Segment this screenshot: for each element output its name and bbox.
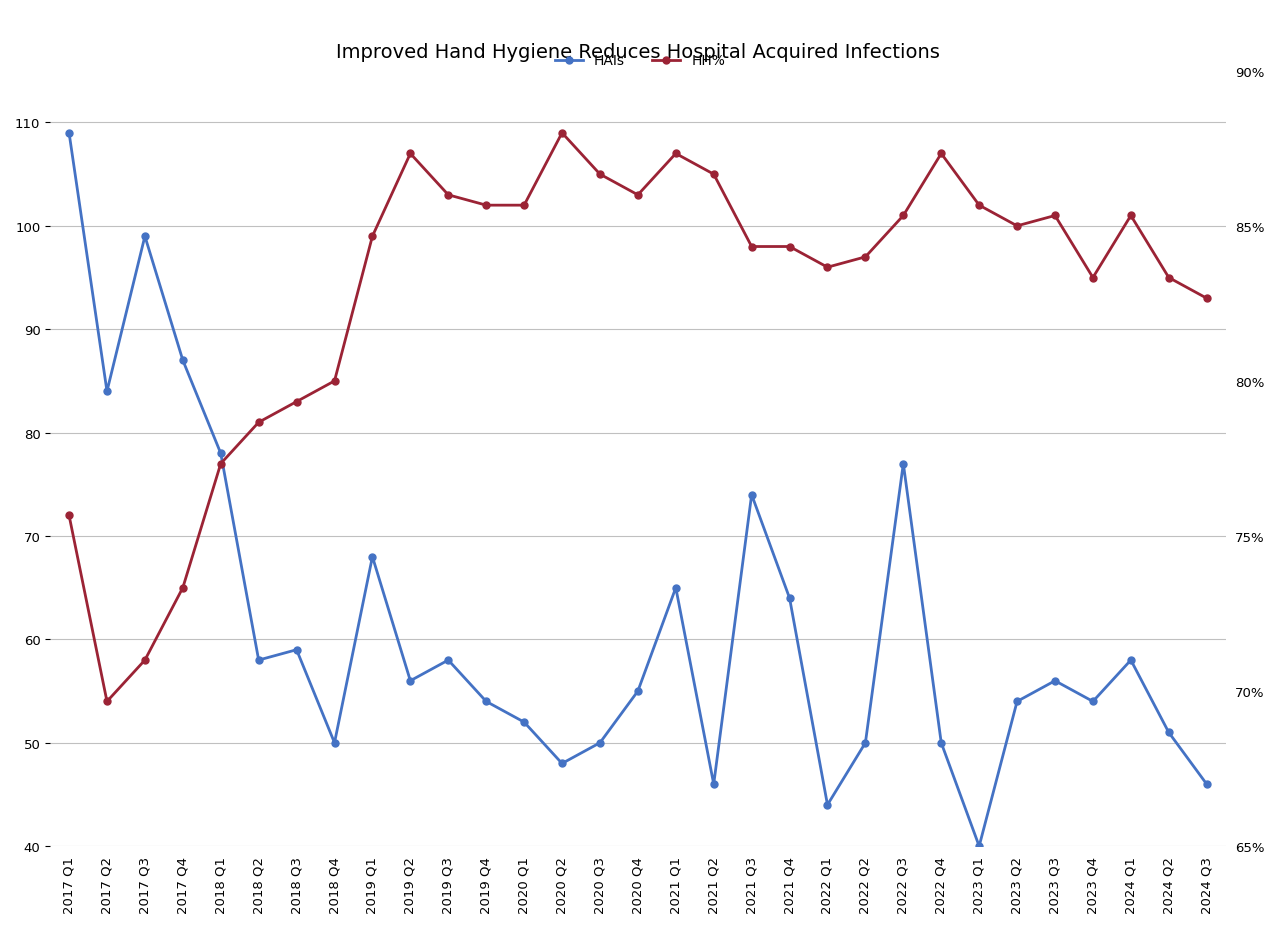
HAIs xyxy=(479,696,494,707)
HAIs xyxy=(1010,696,1025,707)
HAIs xyxy=(137,231,152,242)
HH% xyxy=(1199,293,1215,304)
HH% xyxy=(440,190,456,201)
HH% xyxy=(782,241,797,252)
HH% xyxy=(289,396,305,407)
HH% xyxy=(137,655,152,666)
Title: Improved Hand Hygiene Reduces Hospital Acquired Infections: Improved Hand Hygiene Reduces Hospital A… xyxy=(335,43,940,62)
HH% xyxy=(858,252,873,264)
HH% xyxy=(744,241,759,252)
HH% xyxy=(516,200,531,212)
HAIs xyxy=(365,551,380,562)
HH% xyxy=(630,190,645,201)
HH% xyxy=(212,458,228,470)
HH% xyxy=(668,148,684,160)
HH% xyxy=(1047,211,1062,222)
Line: HAIs: HAIs xyxy=(65,130,1210,850)
HAIs xyxy=(972,841,987,852)
HAIs xyxy=(1199,779,1215,790)
HH% xyxy=(251,418,266,429)
HAIs xyxy=(212,448,228,459)
HAIs xyxy=(858,738,873,749)
HH% xyxy=(403,148,419,160)
HAIs xyxy=(440,655,456,666)
HAIs xyxy=(100,386,115,397)
HH% xyxy=(100,696,115,707)
HAIs xyxy=(1123,655,1138,666)
HAIs xyxy=(896,458,911,470)
HAIs xyxy=(516,716,531,728)
HAIs xyxy=(630,686,645,697)
HAIs xyxy=(1047,676,1062,687)
HAIs xyxy=(744,490,759,501)
HAIs xyxy=(819,799,835,810)
HH% xyxy=(933,148,948,160)
HH% xyxy=(1123,211,1138,222)
HAIs xyxy=(61,128,77,139)
HAIs xyxy=(593,738,608,749)
HH% xyxy=(972,200,987,212)
HAIs xyxy=(1161,727,1176,738)
HH% xyxy=(896,211,911,222)
HH% xyxy=(61,510,77,522)
HH% xyxy=(1085,273,1101,284)
HAIs xyxy=(175,355,191,367)
HAIs xyxy=(933,738,948,749)
Legend: HAIs, HH%: HAIs, HH% xyxy=(549,48,731,74)
HH% xyxy=(1161,273,1176,284)
HH% xyxy=(819,263,835,274)
HH% xyxy=(554,128,570,139)
HH% xyxy=(365,231,380,242)
HAIs xyxy=(707,779,722,790)
HAIs xyxy=(326,738,342,749)
HAIs xyxy=(782,593,797,604)
HAIs xyxy=(251,655,266,666)
HAIs xyxy=(668,583,684,594)
HAIs xyxy=(554,758,570,769)
HH% xyxy=(175,583,191,594)
HH% xyxy=(593,170,608,181)
HAIs xyxy=(403,676,419,687)
HH% xyxy=(707,170,722,181)
HH% xyxy=(479,200,494,212)
Line: HH%: HH% xyxy=(65,130,1210,705)
HAIs xyxy=(289,644,305,655)
HH% xyxy=(326,376,342,387)
HH% xyxy=(1010,221,1025,232)
HAIs xyxy=(1085,696,1101,707)
